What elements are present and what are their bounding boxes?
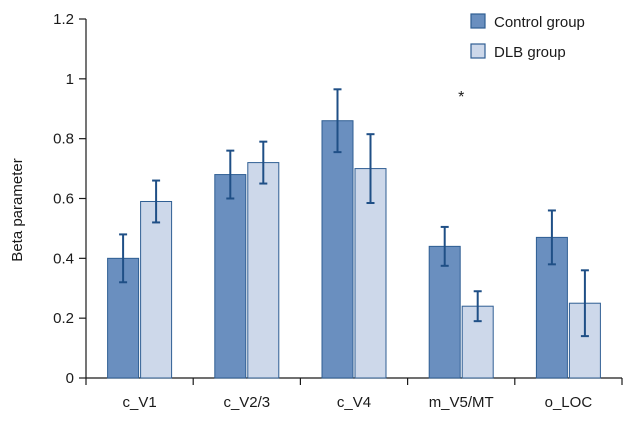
legend: Control group DLB group [470, 13, 585, 61]
bar-dlb [568, 302, 601, 379]
error-bars [119, 88, 589, 338]
bar-control [214, 174, 247, 379]
x-tick-label: c_V1 [122, 394, 156, 411]
y-tick-label: 0 [66, 370, 74, 387]
legend-swatch [470, 43, 486, 59]
x-tick-label: m_V5/MT [429, 394, 494, 411]
significance-marker: * [458, 89, 464, 106]
y-tick-label: 0.2 [53, 310, 74, 327]
legend-swatch [470, 13, 486, 29]
y-axis-label: Beta parameter [9, 158, 26, 261]
y-tick-label: 0.6 [53, 191, 74, 208]
y-tick-label: 0.4 [53, 250, 74, 267]
x-tick-label: o_LOC [545, 394, 593, 411]
bars [107, 120, 601, 379]
bar-dlb [247, 162, 280, 379]
y-tick-label: 1.2 [53, 11, 74, 28]
axes: 0 0.2 0.4 0.6 0.8 1 1.2 c_V1 c_V2/3 c_V4 m_V5/MT o_… [53, 11, 623, 411]
y-tick-label: 0.8 [53, 131, 74, 148]
annotations: * [458, 89, 464, 106]
bar-control [428, 245, 461, 379]
y-tick-label: 1 [66, 71, 74, 88]
legend-label: DLB group [494, 44, 566, 61]
bar-control [321, 120, 354, 379]
bar-dlb [140, 200, 173, 379]
x-tick-label: c_V2/3 [223, 394, 270, 411]
x-tick-label: c_V4 [337, 394, 371, 411]
legend-label: Control group [494, 14, 585, 31]
